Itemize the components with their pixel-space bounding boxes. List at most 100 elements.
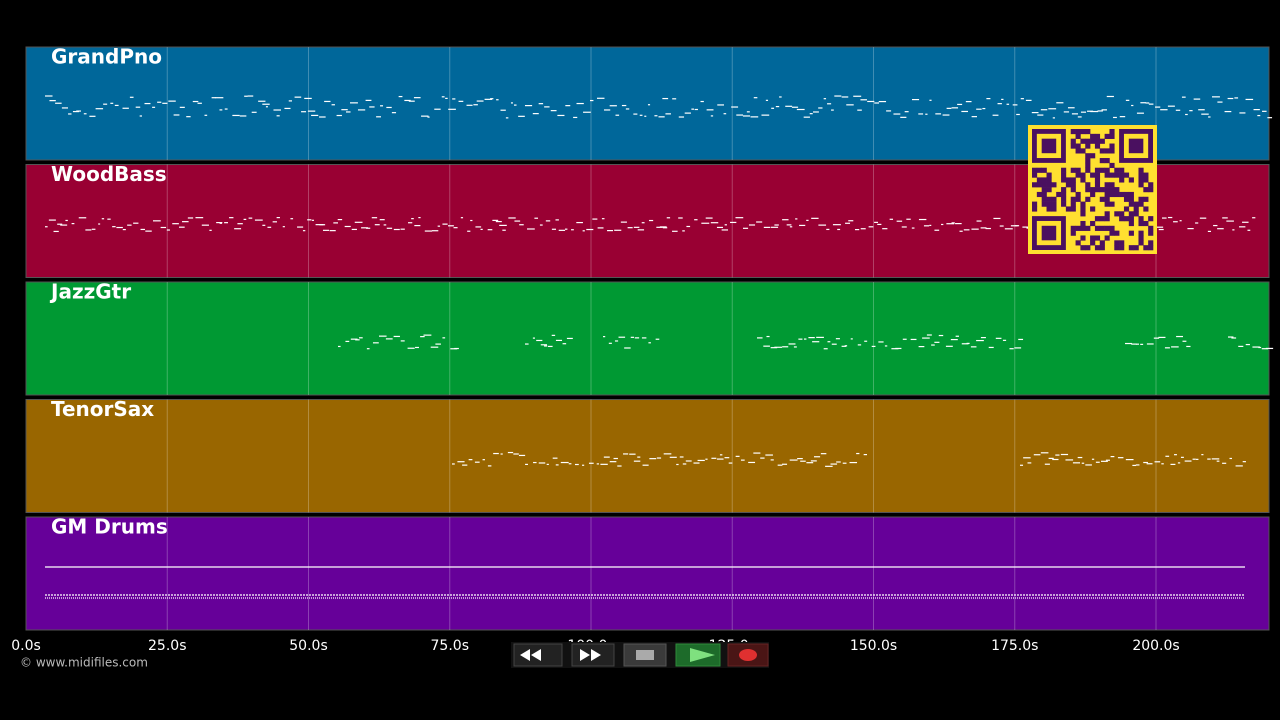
qr-module [1099,240,1105,246]
track-name: WoodBass [51,162,167,186]
qr-module [1032,167,1038,173]
qr-module [1104,191,1110,198]
qr-module [1123,191,1130,198]
notes [45,566,1245,599]
qr-module [1109,182,1115,188]
qr-module [1099,158,1105,164]
qr-module [1094,216,1101,222]
qr-module [1070,177,1076,183]
qr-module [1109,172,1115,178]
qr-module [1094,172,1101,178]
qr-finder [1128,138,1144,154]
qr-module [1138,196,1144,202]
stop-button[interactable] [623,643,667,667]
tracks: GrandPno WoodBass JazzGtr TenorSax GM Drums [25,45,1274,631]
qr-module [1123,172,1130,178]
qr-module [1104,167,1110,173]
qr-module [1080,138,1086,144]
qr-module [1075,148,1081,154]
qr-module [1041,201,1047,207]
qr-module [1109,133,1115,139]
track-name: JazzGtr [49,280,131,304]
qr-module [1046,196,1052,202]
qr-module [1138,172,1144,178]
transport-controls [511,642,769,668]
qr-module [1114,167,1120,173]
track-name: GrandPno [51,45,162,69]
qr-module [1128,230,1134,236]
qr-module [1148,245,1154,251]
qr-module [1041,191,1047,198]
qr-module [1119,240,1125,246]
qr-module [1114,245,1120,251]
rewind-button[interactable] [513,643,563,667]
qr-module [1133,211,1139,217]
qr-module [1148,230,1154,236]
qr-module [1090,191,1096,198]
qr-module [1075,129,1081,135]
qr-module [1109,129,1115,135]
tick-label: 25.0s [148,638,186,654]
qr-module [1119,172,1125,178]
tick-label: 75.0s [431,638,469,654]
qr-module [1123,196,1130,202]
qr-finder [1041,138,1057,154]
qr-module [1099,245,1105,251]
qr-module [1065,177,1072,183]
qr-module [1032,201,1038,207]
qr-module [1051,196,1057,202]
qr-module [1109,162,1115,169]
qr-module [1085,196,1091,202]
qr-module [1138,240,1144,246]
record-button[interactable] [727,643,769,667]
qr-module [1114,240,1120,246]
qr-module [1138,220,1144,227]
qr-module [1099,187,1105,193]
qr-module [1138,216,1144,222]
qr-module [1114,230,1120,236]
qr-module [1128,196,1134,202]
qr-module [1104,182,1110,188]
qr-module [1065,182,1072,188]
qr-module [1114,187,1120,193]
qr-module [1046,182,1052,188]
qr-module [1046,172,1052,178]
qr-module [1085,162,1091,169]
qr-module [1109,225,1115,231]
qr-module [1070,143,1076,149]
qr-module [1099,148,1105,154]
qr-module [1075,191,1081,198]
qr-module [1075,225,1081,231]
qr-module [1070,187,1076,193]
qr-module [1061,167,1067,173]
qr-module [1032,182,1038,188]
fast-forward-button[interactable] [571,643,615,667]
qr-module [1138,201,1144,207]
qr-module [1138,167,1144,173]
qr-module [1143,220,1149,227]
qr-module [1143,206,1149,212]
qr-module [1133,245,1139,251]
play-button[interactable] [675,643,721,667]
qr-module [1133,201,1139,207]
qr-module [1119,191,1125,198]
qr-module [1148,187,1154,193]
qr-module [1109,148,1115,154]
qr-module [1080,245,1086,251]
track-name: GM Drums [51,515,168,539]
qr-module [1138,235,1144,241]
notes [452,451,1246,467]
qr-module [1032,206,1038,212]
qr-module [1143,187,1149,193]
qr-module [1085,167,1091,173]
qr-module [1075,143,1081,149]
track-lane [25,281,1270,396]
qr-module [1075,196,1081,202]
qr-module [1075,133,1081,139]
qr-module [1080,235,1086,241]
qr-module [1094,235,1101,241]
qr-finder [1041,225,1057,241]
qr-module [1075,240,1081,246]
qr-module [1148,182,1154,188]
qr-module [1104,158,1110,164]
